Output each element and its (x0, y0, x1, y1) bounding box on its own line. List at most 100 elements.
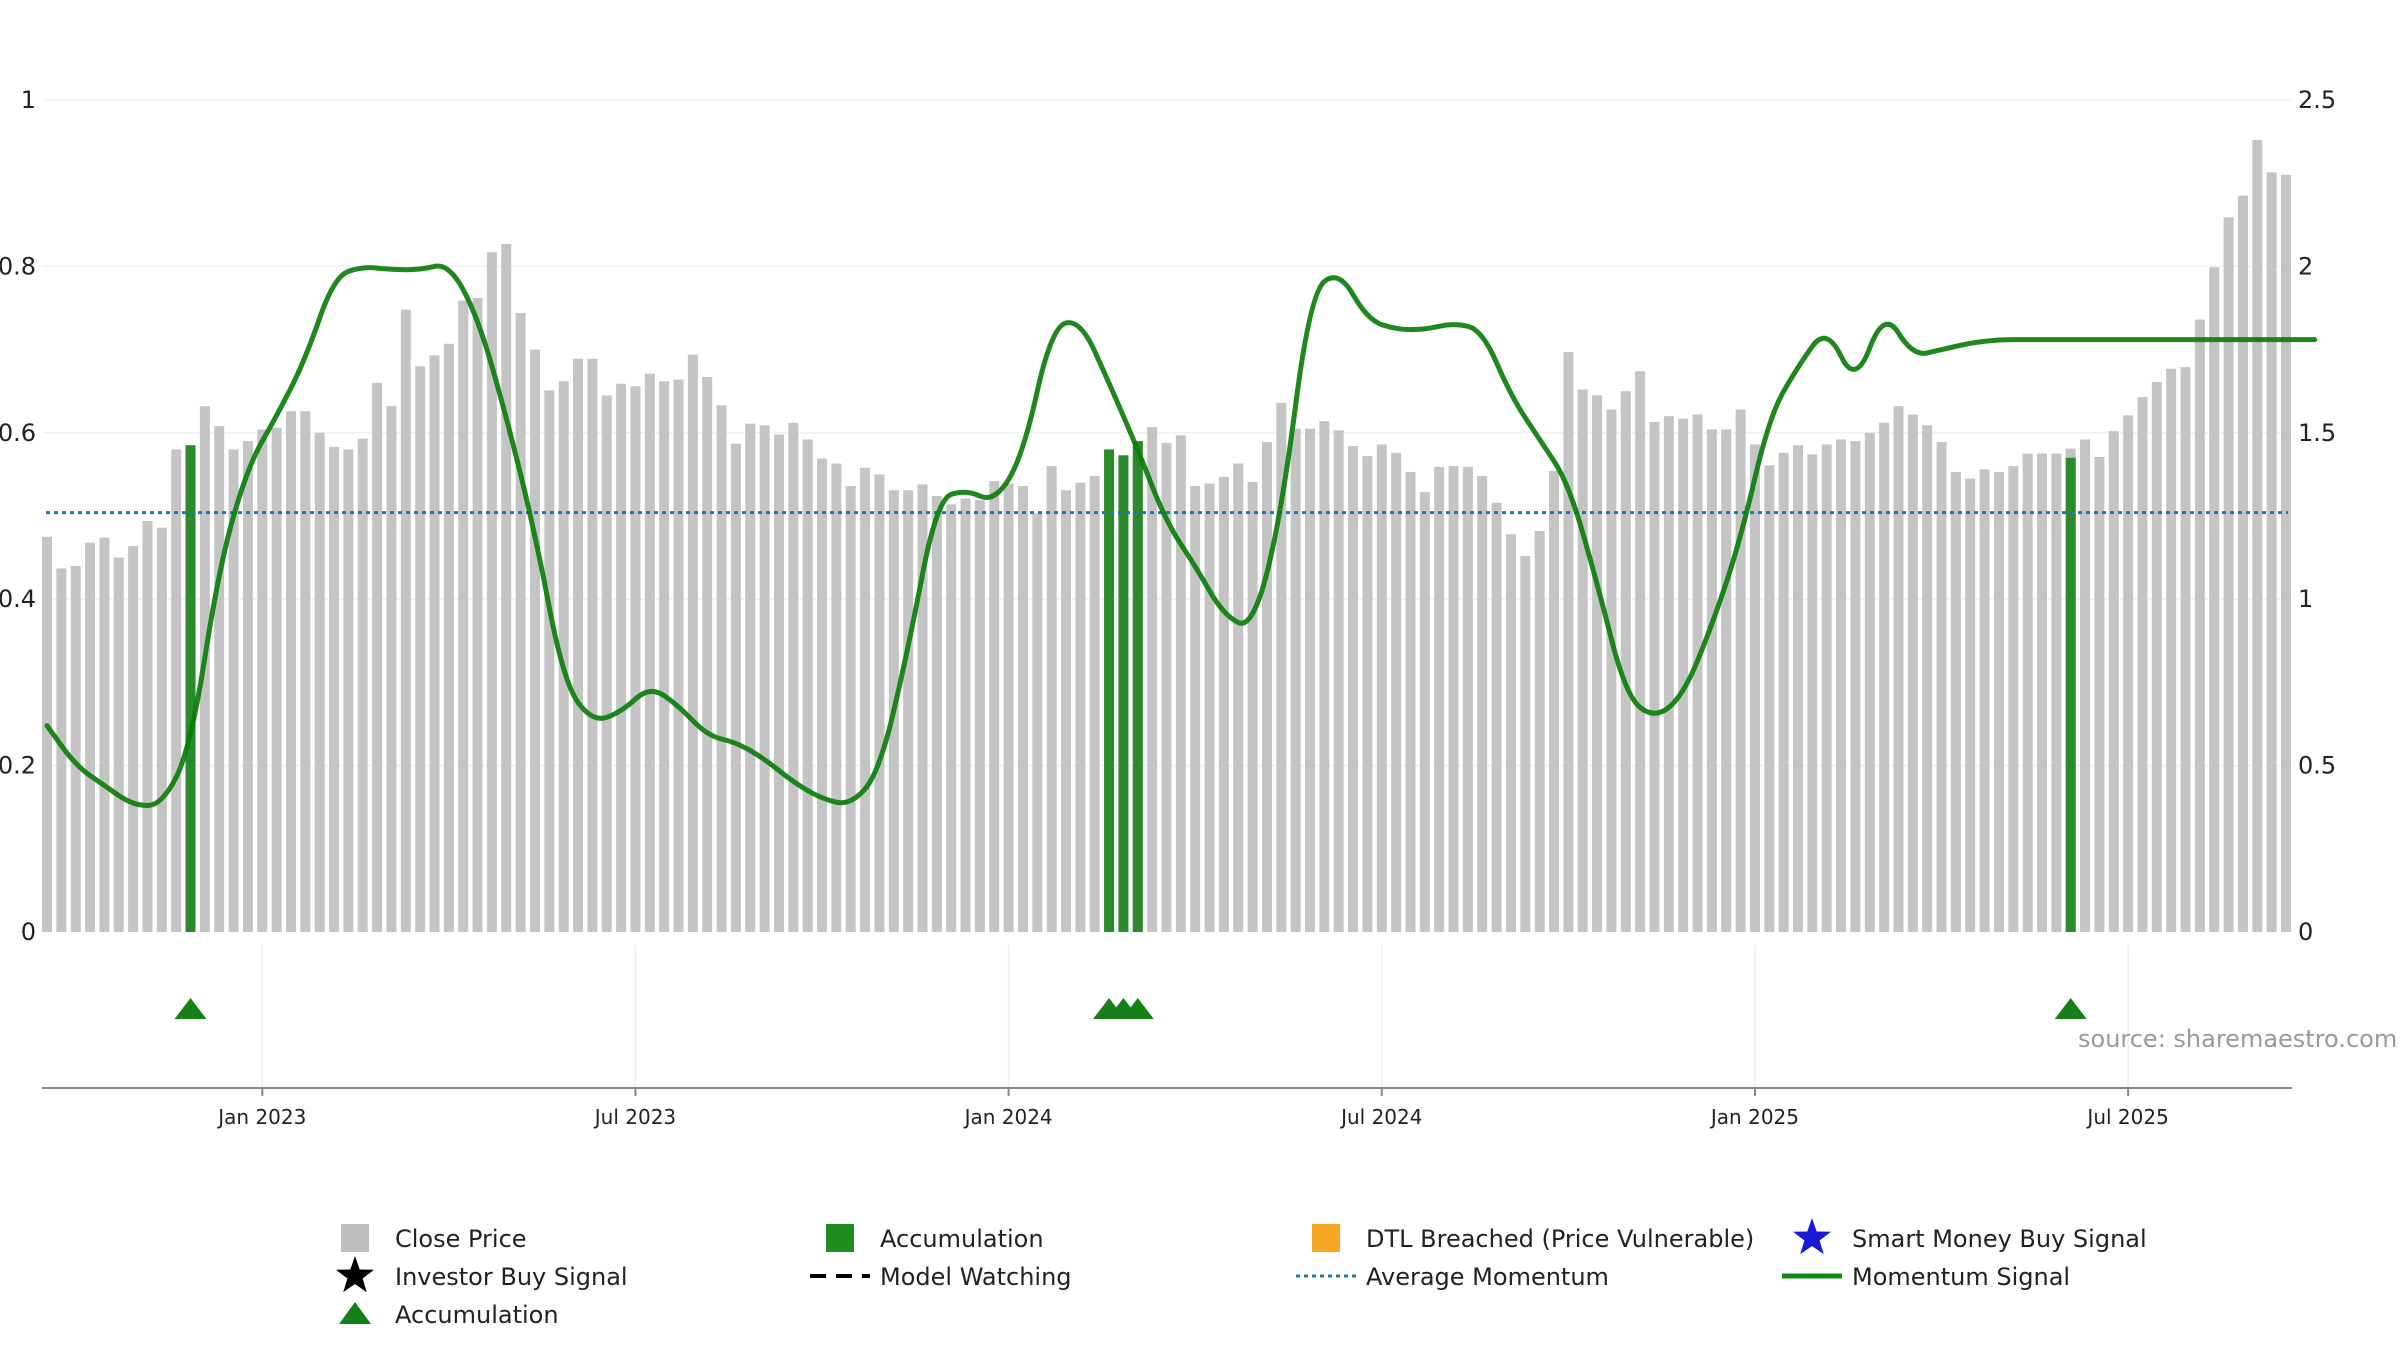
close-price-bar (601, 395, 612, 932)
close-price-bar (458, 300, 469, 933)
legend-item: DTL Breached (Price Vulnerable) (1312, 1224, 1754, 1253)
left-axis-tick-label: 1 (21, 86, 36, 114)
legend-label: Accumulation (395, 1301, 559, 1329)
close-price-bar (730, 443, 741, 932)
close-price-bar (1175, 435, 1186, 932)
legend-star-icon (1793, 1218, 1831, 1255)
close-price-bar (1764, 465, 1775, 932)
close-price-bar (1807, 454, 1818, 932)
legend-star-icon (336, 1256, 374, 1293)
close-price-bar (687, 354, 698, 932)
close-price-bar (99, 537, 110, 932)
legend-label: Accumulation (880, 1225, 1044, 1253)
x-axis-tick-label: Jan 2023 (216, 1105, 306, 1129)
close-price-bar (1850, 441, 1861, 932)
close-price-bar (1907, 414, 1918, 933)
close-price-bar (903, 490, 914, 932)
close-price-bar (1147, 426, 1158, 932)
close-price-bar (2166, 368, 2177, 933)
close-price-bar (1505, 534, 1516, 932)
left-axis-tick-label: 0.8 (0, 252, 36, 280)
close-price-bar (1276, 402, 1287, 932)
close-price-bar (1635, 371, 1646, 932)
close-price-bar (85, 542, 96, 932)
source-note: source: sharemaestro.com (2078, 1025, 2397, 1053)
close-price-bar (1462, 466, 1473, 932)
close-price-bar (874, 474, 885, 932)
close-price-bar (2237, 195, 2248, 932)
close-price-bar (2151, 382, 2162, 933)
close-price-bar (1793, 445, 1804, 932)
close-price-bar (1305, 428, 1316, 932)
close-price-bar (386, 406, 397, 932)
legend-square-swatch (826, 1224, 854, 1252)
legend-label: DTL Breached (Price Vulnerable) (1366, 1225, 1754, 1253)
legend-item: Accumulation (339, 1301, 559, 1329)
close-price-bar (1735, 409, 1746, 932)
close-price-bar (960, 498, 971, 932)
close-price-bar (759, 425, 770, 932)
close-price-bar (1993, 471, 2004, 932)
close-price-bar (673, 379, 684, 932)
close-price-bar (773, 434, 784, 932)
close-price-bar (1032, 513, 1043, 932)
close-price-bar (56, 568, 67, 932)
legend: Close Price Accumulation DTL Breached (Pri… (336, 1218, 2147, 1329)
close-price-bar (1448, 466, 1459, 932)
right-axis-tick-label: 0.5 (2298, 752, 2336, 780)
close-price-bar (1749, 444, 1760, 932)
close-price-bar (1965, 478, 1976, 932)
close-price-bar (1836, 439, 1847, 932)
legend-triangle-icon (339, 1302, 371, 1324)
close-price-bar (415, 366, 426, 932)
close-price-bar (2051, 453, 2062, 932)
close-price-bar (1204, 483, 1215, 932)
close-price-bar (831, 463, 842, 932)
close-price-bar (228, 449, 239, 932)
close-price-bar (271, 427, 282, 932)
close-price-bar (1319, 421, 1330, 932)
accumulation-bar (1132, 441, 1143, 932)
close-price-bar (285, 411, 296, 933)
close-price-bar (1563, 352, 1574, 932)
close-price-bar (946, 504, 957, 932)
legend-square-swatch (341, 1224, 369, 1252)
close-price-bar (1003, 483, 1014, 932)
close-price-bar (156, 527, 167, 932)
close-price-bar (2094, 456, 2105, 932)
close-price-bar (931, 496, 942, 932)
close-price-bar (2123, 415, 2134, 932)
close-price-bar (544, 390, 555, 932)
close-price-bar (1376, 444, 1387, 932)
close-price-bar (70, 565, 81, 932)
legend-label: Average Momentum (1366, 1263, 1609, 1291)
bars-layer (42, 139, 2291, 933)
x-axis-tick-label: Jul 2025 (2085, 1105, 2168, 1129)
x-axis-tick-label: Jan 2025 (1709, 1105, 1799, 1129)
close-price-bar (2194, 319, 2205, 932)
x-axis-tick-label: Jul 2024 (1339, 1105, 1422, 1129)
legend-item: Smart Money Buy Signal (1793, 1218, 2147, 1255)
close-price-bar (128, 545, 139, 932)
close-price-bar (1089, 476, 1100, 932)
close-price-bar (486, 252, 497, 933)
close-price-bar (42, 536, 52, 932)
close-price-bar (501, 243, 512, 932)
close-price-bar (745, 423, 756, 932)
close-price-bar (1333, 430, 1344, 932)
close-price-bar (974, 500, 985, 932)
close-price-bar (529, 349, 540, 933)
legend-square-swatch (1312, 1224, 1340, 1252)
close-price-bar (1663, 416, 1674, 932)
close-price-bar (1261, 441, 1272, 932)
close-price-bar (1893, 406, 1904, 932)
close-price-bar (917, 484, 928, 932)
close-price-bar (1491, 502, 1502, 932)
close-price-bar (1075, 482, 1086, 932)
close-price-bar (1247, 481, 1258, 932)
legend-label: Close Price (395, 1225, 527, 1253)
close-price-bar (1520, 555, 1531, 932)
legend-label: Smart Money Buy Signal (1852, 1225, 2147, 1253)
close-price-bar (1017, 486, 1028, 932)
